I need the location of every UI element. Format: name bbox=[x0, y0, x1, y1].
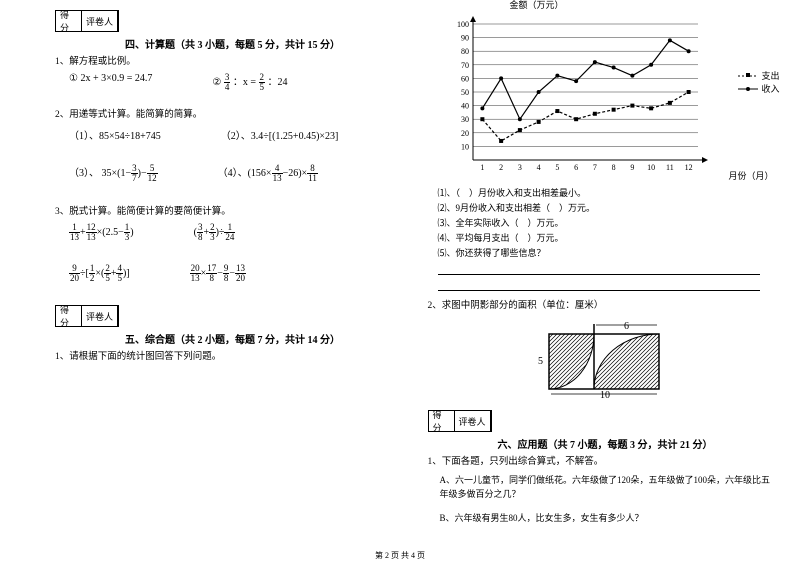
line-chart: 金额（万元） 102030405060708090100123456789101… bbox=[428, 10, 738, 180]
q2d: （4）、(156×413−26)×811 bbox=[218, 164, 318, 183]
svg-text:80: 80 bbox=[461, 47, 469, 56]
chart-svg: 102030405060708090100123456789101112 bbox=[428, 10, 738, 180]
q3d: 2013×178−98−1320 bbox=[190, 264, 246, 283]
q2c: （3）、 35×(1−37)−512 bbox=[69, 164, 158, 183]
chart-legend: 支出 收入 bbox=[738, 70, 779, 95]
score-box-5: 得分 评卷人 bbox=[55, 305, 119, 327]
svg-text:3: 3 bbox=[517, 163, 521, 172]
svg-text:4: 4 bbox=[536, 163, 540, 172]
q3c: 920÷[12×(25+45)] bbox=[69, 264, 130, 283]
q2: 2、用递等式计算。能简算的简算。 bbox=[55, 108, 398, 122]
score-hdr: 得分 bbox=[56, 11, 82, 31]
score-box: 得分 评卷人 bbox=[55, 10, 119, 32]
dim-w: 10 bbox=[600, 390, 610, 399]
section6-title: 六、应用题（共 7 小题，每题 3 分，共计 21 分） bbox=[428, 436, 771, 451]
svg-text:12: 12 bbox=[684, 163, 692, 172]
score-box-6: 得分 评卷人 bbox=[428, 410, 492, 432]
svg-text:1: 1 bbox=[480, 163, 484, 172]
dim-h: 5 bbox=[538, 356, 543, 367]
section4-title: 四、计算题（共 3 小题，每题 5 分，共计 15 分） bbox=[55, 36, 398, 51]
s6q1a: A、六一儿童节，同学们做纸花。六年级做了120朵，五年级做了100朵，六年级比五… bbox=[440, 473, 771, 502]
chart-xlabel: 月份（月） bbox=[728, 169, 773, 182]
svg-text:10: 10 bbox=[647, 163, 655, 172]
q1b: ② 34 ：x = 25 ：24 bbox=[212, 73, 287, 92]
svg-text:9: 9 bbox=[630, 163, 634, 172]
q3b: (38+23)÷124 bbox=[194, 223, 236, 242]
cq3: ⑶、全年实际收入（ ）万元。 bbox=[438, 216, 771, 229]
section5-title: 五、综合题（共 2 小题，每题 7 分，共计 14 分） bbox=[55, 331, 398, 346]
svg-text:7: 7 bbox=[592, 163, 596, 172]
s6q1b: B、六年级有男生80人，比女生多，女生有多少人？ bbox=[440, 511, 771, 525]
cq5: ⑸、你还获得了哪些信息？ bbox=[438, 246, 771, 259]
svg-text:2: 2 bbox=[499, 163, 503, 172]
answer-line bbox=[438, 263, 761, 275]
s6q1: 1、下面各题，只列出综合算式，不解答。 bbox=[428, 455, 771, 469]
svg-text:60: 60 bbox=[461, 74, 469, 83]
cq1: ⑴、（ ）月份收入和支出相差最小。 bbox=[438, 186, 771, 199]
q2a: （1）、85×54÷18+745 bbox=[69, 127, 161, 142]
q3a: 113+1213×(2.5−13) bbox=[69, 223, 134, 242]
left-column: 得分 评卷人 四、计算题（共 3 小题，每题 5 分，共计 15 分） 1、解方… bbox=[55, 10, 398, 535]
s5q1: 1、请根据下面的统计图回答下列问题。 bbox=[55, 350, 398, 364]
svg-text:30: 30 bbox=[461, 115, 469, 124]
right-column: 金额（万元） 102030405060708090100123456789101… bbox=[428, 10, 771, 535]
cq2: ⑵、9月份收入和支出相差（ ）万元。 bbox=[438, 201, 771, 214]
answer-line bbox=[438, 279, 761, 291]
page-footer: 第 2 页 共 4 页 bbox=[0, 550, 800, 561]
svg-text:10: 10 bbox=[461, 142, 469, 151]
svg-text:50: 50 bbox=[461, 88, 469, 97]
q2b: （2）、3.4÷[(1.25+0.45)×23] bbox=[221, 127, 339, 142]
q1a: ① 2x + 3×0.9 = 24.7 bbox=[69, 73, 152, 92]
svg-text:90: 90 bbox=[461, 34, 469, 43]
svg-text:20: 20 bbox=[461, 129, 469, 138]
geometry-figure: 5 6 10 bbox=[428, 319, 771, 402]
svg-text:5: 5 bbox=[555, 163, 559, 172]
svg-text:100: 100 bbox=[457, 20, 469, 29]
svg-text:70: 70 bbox=[461, 61, 469, 70]
cq4: ⑷、平均每月支出（ ）万元。 bbox=[438, 231, 771, 244]
q1: 1、解方程或比例。 bbox=[55, 55, 398, 69]
grader-hdr: 评卷人 bbox=[82, 11, 118, 31]
svg-text:40: 40 bbox=[461, 102, 469, 111]
dim-t: 6 bbox=[624, 321, 629, 332]
svg-text:6: 6 bbox=[574, 163, 578, 172]
geom-q: 2、求图中阴影部分的面积（单位：厘米） bbox=[428, 299, 771, 313]
svg-text:8: 8 bbox=[611, 163, 615, 172]
svg-text:11: 11 bbox=[666, 163, 674, 172]
q3: 3、脱式计算。能简便计算的要简便计算。 bbox=[55, 205, 398, 219]
